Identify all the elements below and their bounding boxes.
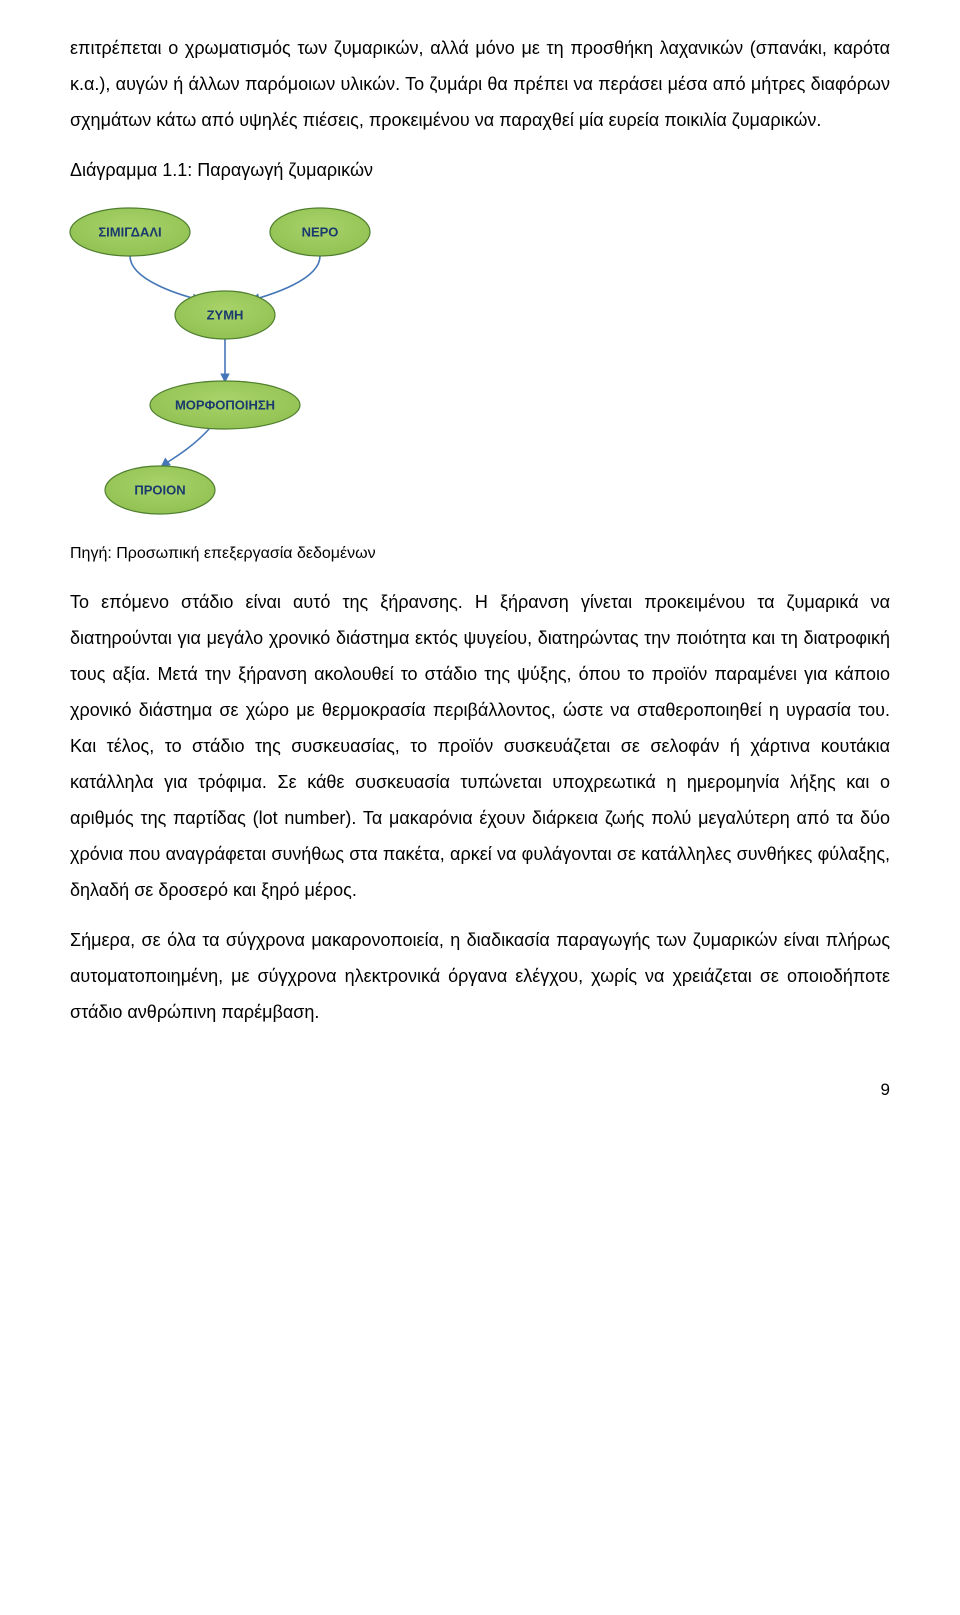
flow-edge bbox=[252, 256, 320, 300]
svg-text:ΜΟΡΦΟΠΟΙΗΣΗ: ΜΟΡΦΟΠΟΙΗΣΗ bbox=[175, 397, 275, 412]
flow-node-simigdali: ΣΙΜΙΓΔΑΛΙ bbox=[70, 208, 190, 256]
page: επιτρέπεται ο χρωματισμός των ζυμαρικών,… bbox=[0, 0, 960, 1140]
paragraph-conclusion: Σήμερα, σε όλα τα σύγχρονα μακαρονοποιεί… bbox=[70, 922, 890, 1030]
flow-edge bbox=[130, 256, 200, 300]
svg-text:ΝΕΡΟ: ΝΕΡΟ bbox=[302, 224, 339, 239]
svg-text:ΣΙΜΙΓΔΑΛΙ: ΣΙΜΙΓΔΑΛΙ bbox=[98, 224, 161, 239]
flowchart-svg: ΣΙΜΙΓΔΑΛΙ ΝΕΡΟ ΖΥΜΗ ΜΟΡΦΟΠΟΙΗΣΗ ΠΡΟΙΟΝ bbox=[60, 200, 420, 520]
diagram-source: Πηγή: Προσωπική επεξεργασία δεδομένων bbox=[70, 538, 890, 570]
flow-node-nero: ΝΕΡΟ bbox=[270, 208, 370, 256]
flow-node-proion: ΠΡΟΙΟΝ bbox=[105, 466, 215, 514]
flow-node-morfo: ΜΟΡΦΟΠΟΙΗΣΗ bbox=[150, 381, 300, 429]
flow-edge bbox=[162, 428, 210, 466]
svg-text:ΠΡΟΙΟΝ: ΠΡΟΙΟΝ bbox=[134, 482, 185, 497]
flow-node-zymi: ΖΥΜΗ bbox=[175, 291, 275, 339]
page-number: 9 bbox=[70, 1080, 890, 1100]
paragraph-intro: επιτρέπεται ο χρωματισμός των ζυμαρικών,… bbox=[70, 30, 890, 138]
flowchart: ΣΙΜΙΓΔΑΛΙ ΝΕΡΟ ΖΥΜΗ ΜΟΡΦΟΠΟΙΗΣΗ ΠΡΟΙΟΝ bbox=[60, 200, 460, 520]
diagram-caption: Διάγραμμα 1.1: Παραγωγή ζυμαρικών bbox=[70, 152, 890, 188]
paragraph-body: Το επόμενο στάδιο είναι αυτό της ξήρανση… bbox=[70, 584, 890, 908]
svg-text:ΖΥΜΗ: ΖΥΜΗ bbox=[207, 307, 244, 322]
